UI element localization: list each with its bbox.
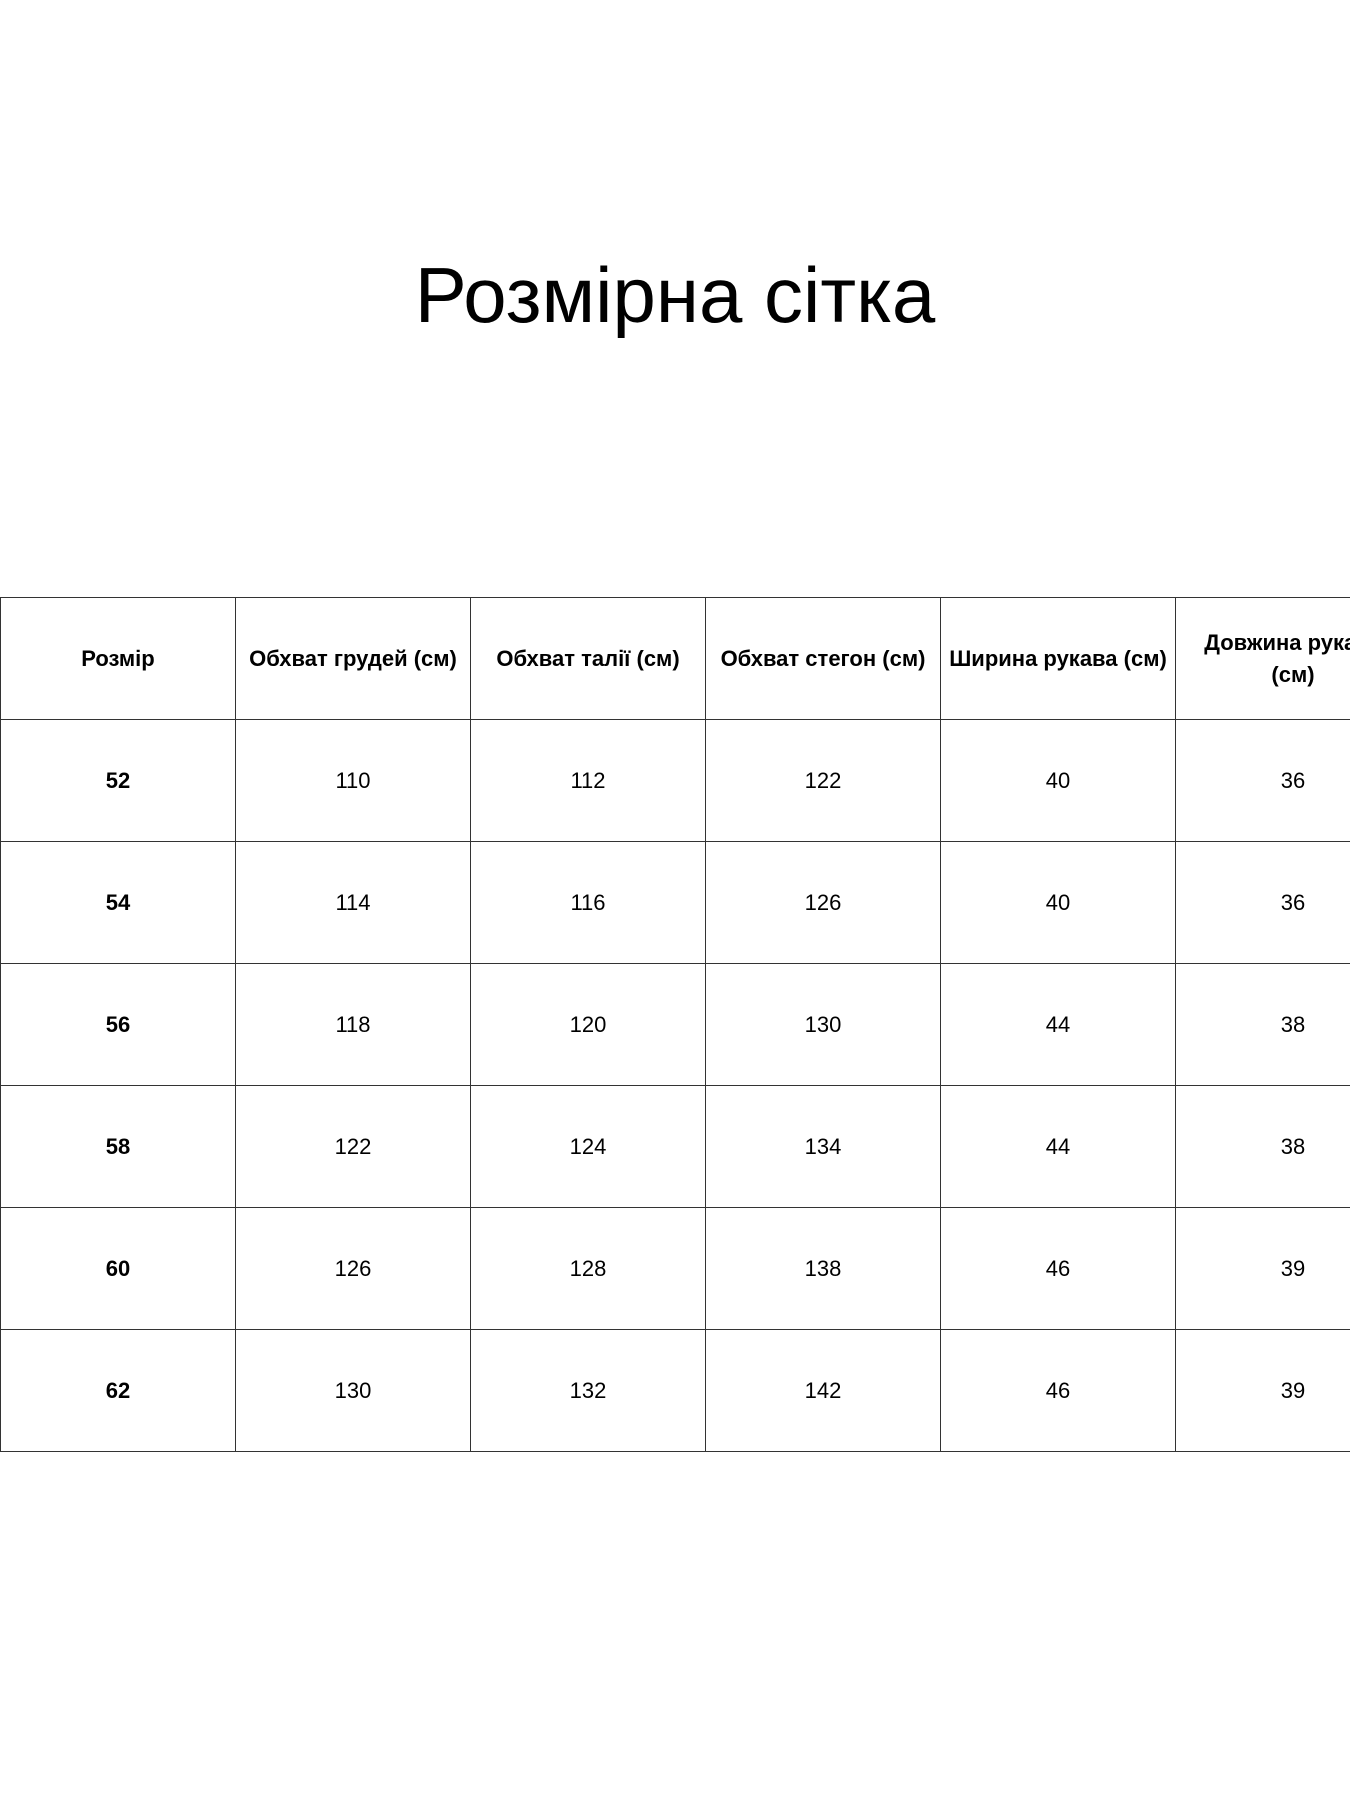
table-cell: 130 (235, 1329, 471, 1452)
header-hips: Обхват стегон (см) (705, 597, 941, 720)
size-cell: 60 (0, 1207, 236, 1330)
header-sleeve-width: Ширина рукава (см) (940, 597, 1176, 720)
header-sleeve-length: Довжина рукава (см) (1175, 597, 1350, 720)
table-cell: 36 (1175, 841, 1350, 964)
table-cell: 46 (940, 1207, 1176, 1330)
table-cell: 40 (940, 841, 1176, 964)
table-cell: 116 (470, 841, 706, 964)
table-cell: 114 (235, 841, 471, 964)
table-cell: 36 (1175, 719, 1350, 842)
table-cell: 44 (940, 1085, 1176, 1208)
table-cell: 112 (470, 719, 706, 842)
table-cell: 122 (705, 719, 941, 842)
size-chart-table: Розмір Обхват грудей (см) Обхват талії (… (0, 597, 1350, 1452)
table-cell: 120 (470, 963, 706, 1086)
table-cell: 44 (940, 963, 1176, 1086)
table-cell: 128 (470, 1207, 706, 1330)
table-row: 58 122 124 134 44 38 (0, 1085, 1350, 1208)
size-cell: 56 (0, 963, 236, 1086)
table-cell: 118 (235, 963, 471, 1086)
header-waist: Обхват талії (см) (470, 597, 706, 720)
table-cell: 124 (470, 1085, 706, 1208)
header-size: Розмір (0, 597, 236, 720)
table-cell: 38 (1175, 1085, 1350, 1208)
table-cell: 38 (1175, 963, 1350, 1086)
size-cell: 54 (0, 841, 236, 964)
table-cell: 142 (705, 1329, 941, 1452)
table-cell: 39 (1175, 1329, 1350, 1452)
size-cell: 58 (0, 1085, 236, 1208)
table-cell: 132 (470, 1329, 706, 1452)
table-cell: 134 (705, 1085, 941, 1208)
table-row: 52 110 112 122 40 36 (0, 719, 1350, 842)
table-cell: 126 (235, 1207, 471, 1330)
table-row: 54 114 116 126 40 36 (0, 841, 1350, 964)
page-title: Розмірна сітка (414, 251, 936, 339)
table-cell: 39 (1175, 1207, 1350, 1330)
header-chest: Обхват грудей (см) (235, 597, 471, 720)
table-row: 60 126 128 138 46 39 (0, 1207, 1350, 1330)
table-cell: 110 (235, 719, 471, 842)
size-cell: 52 (0, 719, 236, 842)
table-cell: 138 (705, 1207, 941, 1330)
size-cell: 62 (0, 1329, 236, 1452)
table-cell: 122 (235, 1085, 471, 1208)
table-cell: 130 (705, 963, 941, 1086)
table-cell: 40 (940, 719, 1176, 842)
table-row: 56 118 120 130 44 38 (0, 963, 1350, 1086)
table-cell: 46 (940, 1329, 1176, 1452)
table-row: 62 130 132 142 46 39 (0, 1329, 1350, 1452)
table-header-row: Розмір Обхват грудей (см) Обхват талії (… (0, 597, 1350, 720)
table-cell: 126 (705, 841, 941, 964)
